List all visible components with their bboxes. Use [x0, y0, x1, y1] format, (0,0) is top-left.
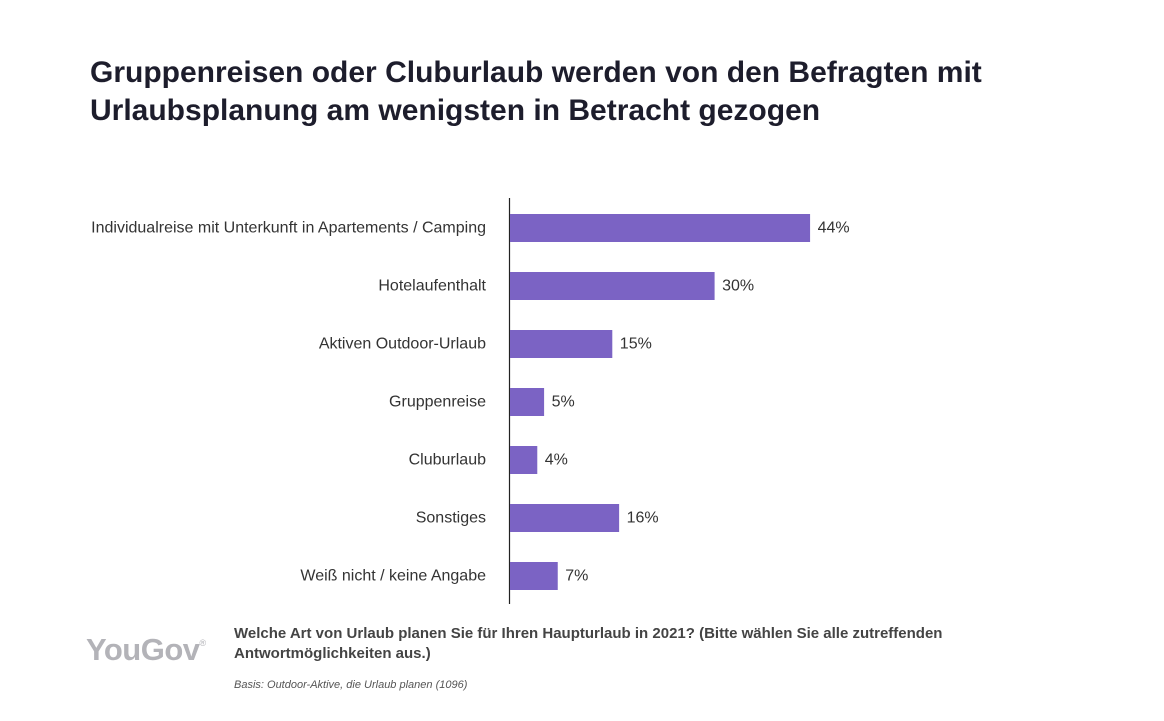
value-label: 30%: [722, 278, 754, 295]
value-label: 44%: [818, 220, 850, 237]
value-label: 4%: [545, 452, 568, 469]
chart-title-line-2: Urlaubsplanung am wenigsten in Betracht …: [90, 94, 821, 127]
category-label: Cluburlaub: [409, 452, 486, 469]
bar: [510, 388, 545, 416]
bar: [510, 214, 811, 242]
value-label: 15%: [620, 336, 652, 353]
logo-registered-mark: ®: [199, 638, 207, 648]
category-label: Individualreise mit Unterkunft in Aparte…: [91, 220, 486, 237]
category-label: Aktiven Outdoor-Urlaub: [319, 336, 486, 353]
category-label: Weiß nicht / keine Angabe: [300, 568, 486, 585]
survey-question-line-1: Welche Art von Urlaub planen Sie für Ihr…: [234, 625, 943, 642]
bar-chart: Individualreise mit Unterkunft in Aparte…: [91, 198, 850, 604]
chart-title-line-1: Gruppenreisen oder Cluburlaub werden von…: [90, 56, 982, 89]
category-label: Sonstiges: [416, 510, 486, 527]
bar: [510, 330, 613, 358]
bar: [510, 272, 715, 300]
logo-text: YouGov: [86, 632, 200, 667]
value-label: 16%: [627, 510, 659, 527]
value-label: 5%: [552, 394, 575, 411]
bar: [510, 446, 538, 474]
value-label: 7%: [565, 568, 588, 585]
category-label: Hotelaufenthalt: [378, 278, 486, 295]
chart-title: Gruppenreisen oder Cluburlaub werden von…: [90, 54, 1110, 130]
category-label: Gruppenreise: [389, 394, 486, 411]
bar: [510, 504, 620, 532]
survey-question: Welche Art von Urlaub planen Sie für Ihr…: [234, 624, 1034, 664]
survey-question-line-2: Antwortmöglichkeiten aus.): [234, 645, 431, 662]
bar: [510, 562, 558, 590]
yougov-logo: YouGov®: [86, 632, 206, 668]
sample-basis-note: Basis: Outdoor-Aktive, die Urlaub planen…: [234, 679, 468, 691]
